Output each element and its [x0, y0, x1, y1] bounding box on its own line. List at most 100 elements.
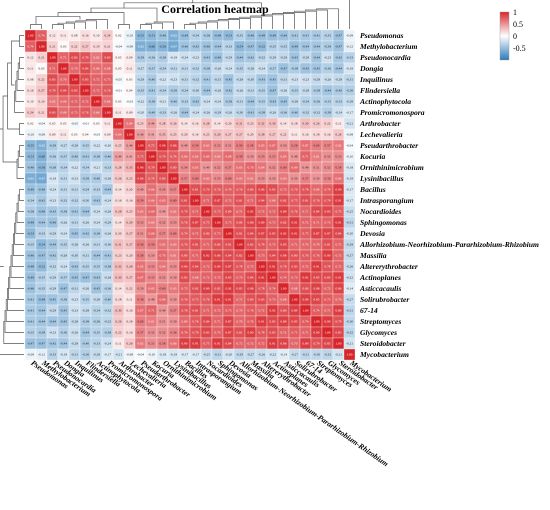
dendrogram-link	[17, 62, 24, 80]
cell-value-label: 0.18	[127, 320, 133, 324]
cell-value-label: -0.36	[49, 155, 56, 159]
cell-value-label: -0.47	[60, 287, 67, 291]
cell-value-label: -0.41	[104, 254, 111, 258]
heatmap-cell	[343, 348, 356, 361]
cell-value-label: -0.31	[71, 221, 78, 225]
cell-value-label: -0.49	[38, 298, 45, 302]
cell-value-label: 0.80	[248, 298, 254, 302]
row-label: Actinophytocola	[359, 97, 411, 106]
cell-value-label: 1.00	[281, 287, 287, 291]
cell-value-label: 0.53	[171, 265, 177, 269]
cell-value-label: -0.20	[225, 353, 232, 357]
cell-value-label: 0.19	[94, 45, 100, 49]
dendrogram-link	[145, 22, 163, 29]
cell-value-label: -0.14	[346, 287, 353, 291]
cell-value-label: 0.96	[138, 166, 144, 170]
cell-value-label: 0.73	[270, 298, 276, 302]
cell-value-label: 0.85	[325, 210, 331, 214]
cell-value-label: 0.30	[116, 276, 122, 280]
cell-value-label: -0.62	[137, 45, 144, 49]
cell-value-label: -0.43	[269, 100, 276, 104]
cell-value-label: 0.74	[28, 45, 34, 49]
cell-value-label: 0.68	[281, 298, 287, 302]
cell-value-label: 0.83	[105, 56, 111, 60]
cell-value-label: -0.24	[60, 265, 67, 269]
cell-value-label: 0.71	[237, 210, 243, 214]
cell-value-label: -0.40	[335, 89, 342, 93]
cell-value-label: 0.20	[182, 133, 188, 137]
cell-value-label: 0.80	[215, 243, 221, 247]
cell-value-label: 1.00	[237, 243, 243, 247]
cell-value-label: -0.23	[71, 309, 78, 313]
cell-value-label: 0.89	[281, 210, 287, 214]
cell-value-label: -0.47	[269, 89, 276, 93]
cell-value-label: -0.34	[159, 67, 166, 71]
cell-value-label: 0.87	[259, 232, 265, 236]
cell-value-label: -0.29	[302, 56, 309, 60]
cell-value-label: -0.38	[27, 210, 34, 214]
cell-value-label: -0.33	[159, 111, 166, 115]
cell-value-label: -0.49	[214, 34, 221, 38]
cell-value-label: 0.74	[149, 177, 155, 181]
row-label: Bacillus	[359, 185, 386, 194]
cell-value-label: 0.75	[193, 298, 199, 302]
cell-value-label: 0.89	[303, 298, 309, 302]
cell-value-label: 0.84	[314, 210, 320, 214]
cell-value-label: 0.81	[226, 243, 232, 247]
cell-value-label: 0.51	[314, 166, 320, 170]
cell-value-label: 0.66	[149, 188, 155, 192]
cell-value-label: 1.00	[314, 320, 320, 324]
dendrogram-link	[57, 12, 125, 25]
cell-value-label: 0.72	[94, 78, 100, 82]
cell-value-label: 0.88	[281, 320, 287, 324]
cell-value-label: -0.24	[258, 67, 265, 71]
cell-value-label: -0.31	[71, 287, 78, 291]
cell-value-label: -0.23	[49, 199, 56, 203]
cell-value-label: 0.25	[138, 122, 144, 126]
cell-value-label: 0.81	[237, 232, 243, 236]
cell-value-label: -0.37	[60, 155, 67, 159]
cell-value-label: 0.76	[314, 254, 320, 258]
cell-value-label: 1.00	[116, 122, 122, 126]
cell-value-label: 0.27	[127, 232, 133, 236]
cell-value-label: 0.72	[237, 342, 243, 346]
cell-value-label: 0.11	[292, 133, 298, 137]
cell-value-label: 0.09	[105, 133, 111, 137]
cell-value-label: 0.22	[325, 122, 331, 126]
cell-value-label: 0.31	[116, 243, 122, 247]
cell-value-label: -0.67	[38, 177, 45, 181]
cell-value-label: -0.31	[82, 254, 89, 258]
cell-value-label: 0.82	[215, 287, 221, 291]
cell-value-label: 0.89	[204, 287, 210, 291]
cell-value-label: -0.44	[104, 188, 111, 192]
cell-value-label: 0.82	[193, 287, 199, 291]
cell-value-label: 0.81	[237, 199, 243, 203]
dendrogram-link	[3, 321, 24, 344]
cell-value-label: 0.54	[160, 188, 166, 192]
row-label: Altererythrobacter	[359, 262, 419, 271]
cell-value-label: -0.52	[38, 265, 45, 269]
cell-value-label: -0.19	[170, 56, 177, 60]
cell-value-label: -0.35	[258, 89, 265, 93]
cell-value-label: 0.73	[215, 276, 221, 280]
cell-value-label: 0.82	[237, 254, 243, 258]
cell-value-label: 0.52	[325, 166, 331, 170]
cell-value-label: 0.26	[336, 133, 342, 137]
cell-value-label: 0.25	[127, 177, 133, 181]
cell-value-label: 0.78	[259, 331, 265, 335]
cell-value-label: -0.31	[236, 100, 243, 104]
cell-value-label: -0.25	[346, 210, 353, 214]
cell-value-label: 0.87	[215, 199, 221, 203]
row-label: Flindersiella	[360, 86, 400, 95]
cell-value-label: -0.23	[71, 177, 78, 181]
cell-value-label: -0.10	[346, 155, 353, 159]
cell-value-label: 0.50	[149, 254, 155, 258]
cell-value-label: -0.32	[302, 111, 309, 115]
cell-value-label: 0.65	[138, 265, 144, 269]
cell-value-label: 0.03	[39, 67, 45, 71]
cell-value-label: -0.62	[27, 177, 34, 181]
cell-value-label: 0.81	[182, 199, 188, 203]
cell-value-label: 0.72	[281, 331, 287, 335]
cell-value-label: 0.49	[160, 309, 166, 313]
cell-value-label: -0.40	[104, 155, 111, 159]
